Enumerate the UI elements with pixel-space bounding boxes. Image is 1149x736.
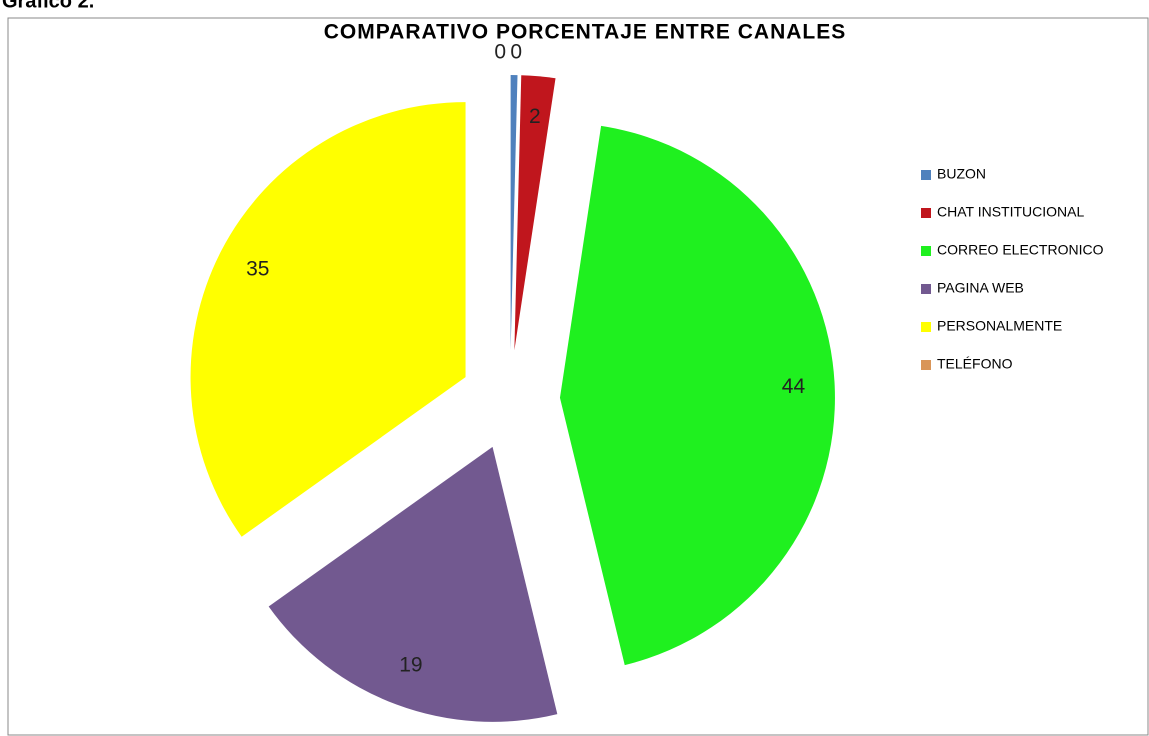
legend-swatch <box>921 246 931 256</box>
legend-swatch <box>921 208 931 218</box>
legend-swatch <box>921 284 931 294</box>
legend-label: PAGINA WEB <box>937 280 1024 296</box>
data-label: 0 <box>494 41 506 64</box>
legend-label: CHAT INSTITUCIONAL <box>937 204 1084 220</box>
pie-slice <box>268 446 558 722</box>
pie-slice <box>514 75 556 351</box>
data-label: 19 <box>399 653 422 676</box>
legend-swatch <box>921 360 931 370</box>
data-label: 35 <box>246 258 269 281</box>
legend-swatch <box>921 170 931 180</box>
pie-slice <box>559 125 835 666</box>
legend-label: CORREO ELECTRONICO <box>937 242 1104 258</box>
heading: Gráfico 2. <box>2 0 94 12</box>
data-label: 2 <box>529 105 541 128</box>
legend-label: BUZON <box>937 166 986 182</box>
chart-title: COMPARATIVO PORCENTAJE ENTRE CANALES <box>324 21 847 44</box>
legend-label: TELÉFONO <box>937 356 1013 372</box>
legend-label: PERSONALMENTE <box>937 318 1062 334</box>
legend-swatch <box>921 322 931 332</box>
data-label: 0 <box>510 41 522 64</box>
pie-slice <box>190 102 466 537</box>
data-label: 44 <box>782 375 806 398</box>
pie-slice <box>510 75 518 351</box>
